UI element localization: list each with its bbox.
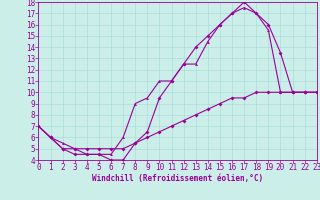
X-axis label: Windchill (Refroidissement éolien,°C): Windchill (Refroidissement éolien,°C) — [92, 174, 263, 183]
